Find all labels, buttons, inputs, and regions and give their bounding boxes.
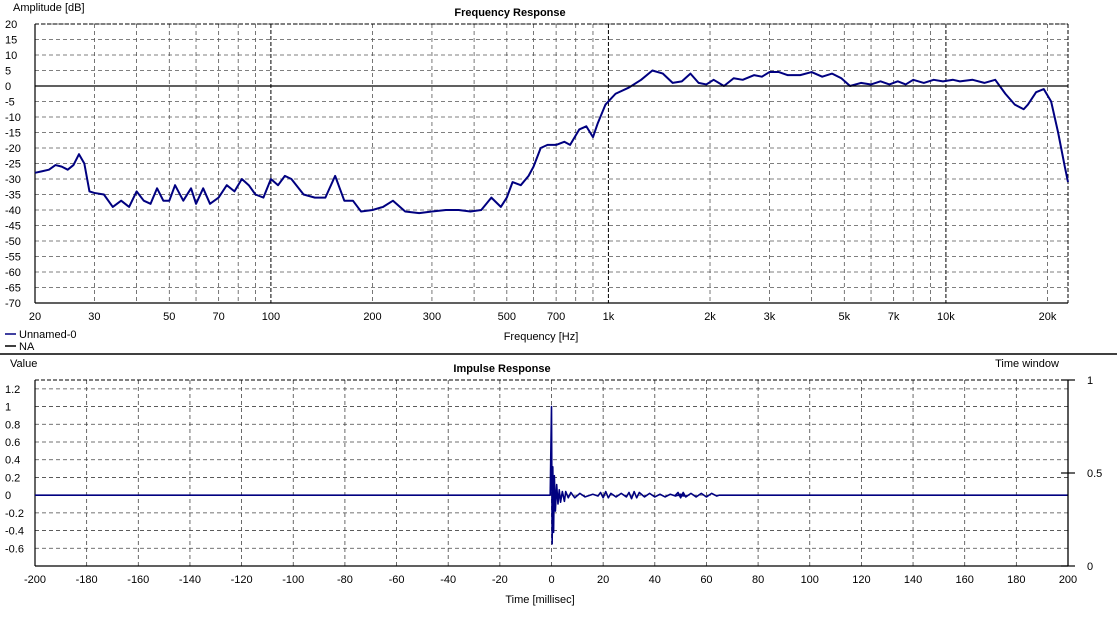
freq-xtick-label: 100	[262, 311, 280, 323]
impulse-y2label: Time window	[995, 358, 1059, 370]
impulse-y2tick-label: 1	[1087, 375, 1093, 387]
freq-ytick-label: -50	[5, 236, 21, 248]
freq-ytick-label: -15	[5, 128, 21, 140]
freq-xtick-label: 2k	[704, 311, 716, 323]
impulse-xtick-label: 140	[904, 574, 922, 586]
impulse-xtick-label: 200	[1059, 574, 1077, 586]
impulse-xtick-label: -120	[231, 574, 253, 586]
freq-ytick-label: -45	[5, 221, 21, 233]
freq-xtick-label: 70	[213, 311, 225, 323]
impulse-xtick-label: -20	[492, 574, 508, 586]
freq-title: Frequency Response	[454, 7, 565, 19]
freq-ylabel: Amplitude [dB]	[13, 2, 85, 14]
impulse-xtick-label: 120	[852, 574, 870, 586]
impulse-xtick-label: 100	[801, 574, 819, 586]
freq-xtick-label: 300	[423, 311, 441, 323]
impulse-xtick-label: -160	[127, 574, 149, 586]
impulse-ytick-label: 0.4	[5, 455, 20, 467]
freq-ytick-label: 0	[5, 81, 11, 93]
freq-xtick-label: 5k	[839, 311, 851, 323]
freq-series-unnamed-0	[34, 69, 1069, 215]
legend-label-na: NA	[19, 341, 35, 353]
impulse-ytick-label: -0.2	[5, 508, 24, 520]
impulse-xlabel: Time [millisec]	[505, 594, 574, 606]
impulse-xtick-label: 0	[548, 574, 554, 586]
impulse-xtick-label: -180	[76, 574, 98, 586]
impulse-xtick-label: -80	[337, 574, 353, 586]
impulse-xtick-label: 180	[1007, 574, 1025, 586]
impulse-xtick-label: -60	[389, 574, 405, 586]
freq-xtick-label: 700	[547, 311, 565, 323]
impulse-xtick-label: 80	[752, 574, 764, 586]
freq-xtick-label: 20k	[1039, 311, 1057, 323]
impulse-y2tick-label: 0	[1087, 561, 1093, 573]
freq-ytick-label: -35	[5, 190, 21, 202]
impulse-ytick-label: 0.8	[5, 419, 20, 431]
impulse-ytick-label: 0	[5, 490, 11, 502]
freq-xtick-label: 10k	[937, 311, 955, 323]
impulse-title: Impulse Response	[453, 363, 550, 375]
freq-xtick-label: 20	[29, 311, 41, 323]
impulse-ytick-label: 0.6	[5, 437, 20, 449]
freq-ytick-label: -55	[5, 252, 21, 264]
freq-ytick-label: -5	[5, 97, 15, 109]
impulse-ytick-label: -0.4	[5, 526, 24, 538]
freq-ytick-label: -25	[5, 159, 21, 171]
impulse-xtick-label: 40	[649, 574, 661, 586]
impulse-xtick-label: 20	[597, 574, 609, 586]
freq-xtick-label: 50	[163, 311, 175, 323]
legend-label-unnamed: Unnamed-0	[19, 329, 76, 341]
freq-ytick-label: -30	[5, 174, 21, 186]
impulse-xtick-label: 60	[700, 574, 712, 586]
freq-xtick-label: 500	[498, 311, 516, 323]
freq-xtick-label: 30	[88, 311, 100, 323]
impulse-y2tick-label: 0.5	[1087, 468, 1102, 480]
freq-ytick-label: -10	[5, 112, 21, 124]
freq-xtick-label: 200	[363, 311, 381, 323]
impulse-ytick-label: 0.2	[5, 472, 20, 484]
impulse-xtick-label: -40	[440, 574, 456, 586]
freq-xtick-label: 7k	[888, 311, 900, 323]
freq-ytick-label: -70	[5, 298, 21, 310]
freq-ytick-label: -20	[5, 143, 21, 155]
freq-ytick-label: 15	[5, 35, 17, 47]
freq-ytick-label: -65	[5, 283, 21, 295]
impulse-xtick-label: -140	[179, 574, 201, 586]
impulse-ylabel: Value	[10, 358, 37, 370]
freq-xtick-label: 3k	[764, 311, 776, 323]
impulse-series-unnamed-0	[35, 405, 1068, 545]
impulse-ytick-label: 1	[5, 402, 11, 414]
freq-xlabel: Frequency [Hz]	[504, 331, 579, 343]
freq-ytick-label: -60	[5, 267, 21, 279]
impulse-xtick-label: 160	[956, 574, 974, 586]
freq-ytick-label: 5	[5, 66, 11, 78]
impulse-xtick-label: -200	[24, 574, 46, 586]
impulse-ytick-label: -0.6	[5, 543, 24, 555]
freq-ytick-label: 10	[5, 50, 17, 62]
freq-xtick-label: 1k	[603, 311, 615, 323]
freq-ytick-label: -40	[5, 205, 21, 217]
freq-ytick-label: 20	[5, 19, 17, 31]
impulse-xtick-label: -100	[282, 574, 304, 586]
impulse-ytick-label: 1.2	[5, 384, 20, 396]
